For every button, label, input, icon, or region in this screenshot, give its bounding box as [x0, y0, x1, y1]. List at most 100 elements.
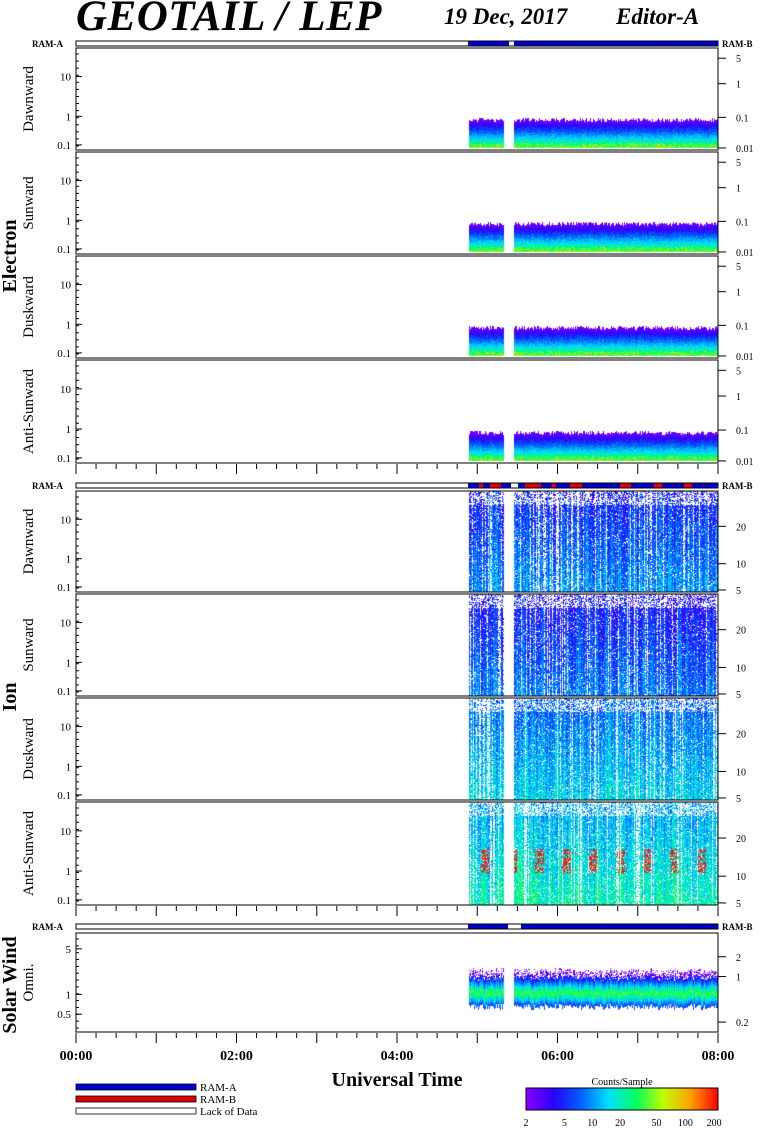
- ion-anti-sunward-right-tick: 10: [736, 872, 746, 883]
- ram-bar-segment: [472, 924, 483, 929]
- solar_wind-omni-y-tick: 5: [66, 944, 72, 956]
- ram-bar-segment: [579, 924, 589, 929]
- electron-sunward-spectrogram: [76, 152, 718, 254]
- ram-bar-segment: [479, 483, 484, 488]
- ram-bar-segment: [689, 41, 700, 46]
- ram-bar-segment: [521, 924, 526, 929]
- legend-label-2: Lack of Data: [200, 1106, 258, 1118]
- ram-bar-segment: [582, 483, 597, 488]
- ion-dawnward-right-tick: 5: [736, 586, 741, 597]
- electron-sunward-right-tick: 0.01: [736, 248, 754, 259]
- colorbar-tick: 100: [678, 1118, 693, 1128]
- ram-bar-segment: [558, 924, 562, 929]
- electron-duskward-y-tick: 10: [60, 280, 72, 292]
- ram-bar-segment: [525, 924, 529, 929]
- electron-dawnward-right-tick: 1: [736, 80, 741, 91]
- ram-bar-segment: [525, 483, 530, 488]
- electron-dawnward-y-tick: 1: [66, 111, 72, 123]
- colorbar-tick: 2: [524, 1118, 529, 1128]
- solar_wind-omni-right-tick: 2: [736, 953, 741, 964]
- electron-anti-sunward-right-tick: 0.1: [736, 426, 749, 437]
- ram-bar-segment: [541, 483, 553, 488]
- ram-bar-segment: [468, 41, 479, 46]
- electron-duskward-spectrogram: [76, 256, 718, 358]
- x-tick-label: 04:00: [381, 1049, 414, 1064]
- electron-duskward-y-tick: 1: [66, 319, 72, 331]
- ram-bar-segment: [537, 924, 548, 929]
- electron-anti-sunward-label: Anti-Sunward: [21, 369, 37, 454]
- electron-time-ticks: [75, 464, 719, 474]
- ion-anti-sunward-frame: [75, 801, 719, 906]
- ion-dawnward-label: Dawnward: [21, 508, 37, 574]
- ram-a-label: RAM-A: [32, 39, 63, 49]
- electron-dawnward-right-tick: 0.01: [736, 144, 754, 155]
- ion-duskward-right-tick: 10: [736, 767, 746, 778]
- ram-bar-segment: [501, 483, 512, 488]
- ion-dawnward-frame: [75, 490, 719, 593]
- ion-duskward-spectrogram: [76, 698, 718, 800]
- legend-swatch-0: [75, 1083, 197, 1091]
- ion-dawnward-y-tick: 0.1: [57, 582, 71, 594]
- ion-dawnward-right-tick: 10: [736, 560, 746, 571]
- colorbar-title: Counts/Sample: [591, 1077, 653, 1088]
- ram-bar-segment: [665, 924, 674, 929]
- ram-bar-segment: [692, 483, 707, 488]
- electron-anti-sunward-right-tick: 5: [736, 366, 741, 377]
- legend-label-0: RAM-A: [200, 1082, 237, 1094]
- ion-anti-sunward-y-tick: 0.1: [57, 895, 71, 907]
- colorbar-tick: 20: [615, 1118, 625, 1128]
- electron-dawnward-frame: [75, 47, 719, 151]
- ion-duskward-right-tick: 20: [736, 730, 746, 741]
- editor-label: Editor-A: [616, 4, 700, 29]
- colorbar-tick: 10: [587, 1118, 597, 1128]
- ram-bar-segment: [542, 41, 556, 46]
- electron-duskward-y-tick: 0.1: [57, 348, 71, 360]
- ion-anti-sunward-y-tick: 1: [66, 866, 72, 878]
- electron-sunward-label: Sunward: [21, 176, 37, 230]
- electron-dawnward-y-tick: 0.1: [57, 140, 71, 152]
- ram-bar-segment: [514, 41, 521, 46]
- x-axis-label: Universal Time: [332, 1069, 463, 1091]
- x-tick-label: 00:00: [60, 1049, 93, 1064]
- ram-a-label: RAM-A: [32, 481, 63, 491]
- ion-dawnward-spectrogram: [76, 491, 718, 592]
- legend-label-1: RAM-B: [200, 1094, 236, 1106]
- electron-dawnward-y-tick: 10: [60, 72, 72, 84]
- ram-bar-segment: [631, 924, 636, 929]
- ion-anti-sunward-right-tick: 20: [736, 834, 746, 845]
- electron-duskward-right-tick: 0.01: [736, 352, 754, 363]
- legend-swatch-1: [75, 1095, 197, 1103]
- solar_wind-omni-y-tick: 0.5: [57, 1009, 71, 1021]
- ram-bar-segment: [575, 924, 580, 929]
- colorbar-tick: 5: [562, 1118, 567, 1128]
- ion-sunward-y-tick: 1: [66, 657, 72, 669]
- legend-swatch-2: [75, 1107, 197, 1115]
- electron-ram-bar: RAM-A RAM-B: [32, 39, 753, 49]
- electron-anti-sunward-right-tick: 1: [736, 392, 741, 403]
- ram-bar-segment: [632, 41, 637, 46]
- ram-bar-segment: [605, 924, 620, 929]
- ram-bar-segment: [528, 924, 533, 929]
- ram-bar-segment: [636, 41, 651, 46]
- ram-bar-segment: [566, 41, 572, 46]
- ram-bar-segment: [640, 924, 652, 929]
- electron-dawnward-label: Dawnward: [21, 66, 37, 132]
- solar_wind-omni-frame: [75, 932, 719, 1033]
- colorbar-tick: 50: [652, 1118, 662, 1128]
- ram-bar-segment: [714, 41, 718, 46]
- ram-bar-segment: [717, 41, 718, 46]
- solar-wind-ram-bar: RAM-A RAM-B: [32, 922, 753, 932]
- solar_wind-omni-label: Omni.: [21, 964, 37, 1002]
- date-label: 19 Dec, 2017: [444, 4, 568, 29]
- ram-bar-segment: [677, 41, 690, 46]
- ram-bar-segment: [490, 41, 497, 46]
- ram-a-label: RAM-A: [32, 922, 63, 932]
- ram-b-label: RAM-B: [722, 922, 753, 932]
- ram-bar-segment: [703, 41, 712, 46]
- ram-bar-segment: [716, 483, 718, 488]
- electron-duskward-right-tick: 5: [736, 262, 741, 273]
- colorbar: [525, 1087, 719, 1111]
- ram-bar-segment: [699, 41, 704, 46]
- electron-sunward-y-tick: 1: [66, 215, 72, 227]
- ram-bar-segment: [482, 924, 488, 929]
